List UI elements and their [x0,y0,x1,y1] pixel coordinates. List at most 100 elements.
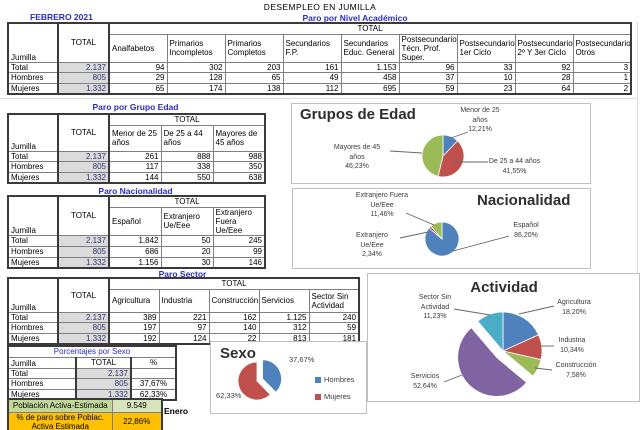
row-label[interactable]: Total [7,234,59,247]
data-cell[interactable]: 161 [282,61,342,73]
chart-grupos-de-edad[interactable]: Grupos de Edad Menor de 25 años 12,21% D… [291,103,591,184]
data-cell[interactable]: 458 [340,71,400,84]
pie-slice-Servicios[interactable] [457,327,528,397]
row-label[interactable]: Mujeres [7,171,59,184]
data-cell[interactable]: 261 [108,150,162,162]
column-header[interactable]: Español [108,206,162,236]
total-cell[interactable]: 1.332 [57,332,110,345]
column-header[interactable]: Extranjero Fuera Ue/Eee [212,206,266,236]
table-paro-grupo-edad[interactable]: Jumilla TOTAL TOTAL Menor de 25 años De 25 a… [7,113,267,184]
column-header[interactable]: Construcción [208,288,260,313]
corner-cell[interactable]: Jumilla [7,22,59,63]
table-paro-nivel-academico[interactable]: Jumilla TOTAL TOTAL Analfabetos Primarios In… [7,22,633,95]
pie-slice-Hombres[interactable] [262,359,282,393]
column-header[interactable]: Postsecundarios 1er Ciclo [456,33,516,63]
data-cell[interactable]: 59 [398,82,458,95]
pie-slice-Extranjero Fuera Ue/Eee[interactable] [430,221,443,241]
column-header[interactable]: % [130,356,177,369]
pct-paro-value[interactable]: 22,86% [111,411,163,430]
column-header[interactable]: Primarios Completos [224,33,284,63]
table-poblacion-activa[interactable]: Población Activa-Estimada 9.549 % de par… [7,398,163,430]
data-cell[interactable]: 1.125 [258,311,310,323]
total-cell[interactable]: 805 [57,321,110,334]
data-cell[interactable]: 1.842 [108,234,162,247]
column-header[interactable]: Secundarios F.P. [282,33,342,63]
data-cell[interactable]: 197 [108,321,160,334]
row-label[interactable]: Mujeres [7,256,59,269]
poblacion-activa-value[interactable]: 9.549 [111,398,163,413]
total-cell[interactable]: 2.137 [57,61,110,73]
data-cell[interactable]: 350 [212,160,266,173]
total-cell[interactable]: 1.332 [57,82,110,95]
total-column-header[interactable]: TOTAL [57,113,110,152]
total-cell[interactable]: 2.137 [57,150,110,162]
data-cell[interactable]: 128 [166,71,226,84]
data-cell[interactable]: 2 [572,82,632,95]
row-label[interactable]: Hombres [7,377,77,390]
data-cell[interactable]: 888 [160,150,214,162]
pct-cell[interactable]: 37,67% [130,377,177,390]
data-cell[interactable]: 1.153 [340,61,400,73]
row-label[interactable]: Total [7,367,77,379]
row-label[interactable]: Hombres [7,321,59,334]
column-header[interactable]: Extranjero Ue/Eee [160,206,214,236]
row-label[interactable]: Mujeres [7,332,59,345]
data-cell[interactable]: 28 [514,71,574,84]
data-cell[interactable]: 695 [340,82,400,95]
total-cell[interactable]: 805 [57,71,110,84]
column-header[interactable]: Sector Sin Actividad [308,288,360,313]
data-cell[interactable]: 1 [572,71,632,84]
column-header[interactable]: Postsecundarios Técn. Prof. Super. [398,33,458,63]
row-label[interactable]: Mujeres [7,82,59,95]
data-cell[interactable]: 146 [212,256,266,269]
row-label[interactable]: Hombres [7,245,59,258]
pie-slice-Agricultura[interactable] [502,311,540,352]
corner-cell[interactable]: Jumilla [7,277,59,313]
data-cell[interactable]: 203 [224,61,284,73]
column-header[interactable]: De 25 a 44 años [160,124,214,152]
data-cell[interactable]: 144 [108,171,162,184]
column-header[interactable]: Industria [158,288,210,313]
data-cell[interactable]: 192 [108,332,160,345]
group-header[interactable]: TOTAL [108,22,632,35]
data-cell[interactable]: 550 [160,171,214,184]
group-header[interactable]: TOTAL [108,277,360,290]
data-cell[interactable]: 1.156 [108,256,162,269]
data-cell[interactable]: 124 [158,332,210,345]
total-cell[interactable]: 2.137 [57,234,110,247]
total-column-header[interactable]: TOTAL [57,22,110,63]
data-cell[interactable]: 112 [282,82,342,95]
data-cell[interactable]: 240 [308,311,360,323]
data-cell[interactable]: 30 [160,256,214,269]
column-header[interactable]: Postsecundarios Otros [572,33,632,63]
total-column-header[interactable]: TOTAL [57,195,110,236]
total-cell[interactable]: 1.332 [57,171,110,184]
data-cell[interactable]: 29 [108,71,168,84]
total-column-header[interactable]: TOTAL [57,277,110,313]
row-label[interactable]: Total [7,150,59,162]
data-cell[interactable]: 988 [212,150,266,162]
column-header[interactable]: Secundarios Educ. General [340,33,400,63]
data-cell[interactable]: 59 [308,321,360,334]
column-header[interactable]: Analfabetos [108,33,168,63]
table-paro-sector[interactable]: Jumilla TOTAL TOTAL Agricultura Industria Con… [7,277,361,345]
total-cell[interactable]: 805 [57,160,110,173]
data-cell[interactable]: 94 [108,61,168,73]
data-cell[interactable]: 162 [208,311,260,323]
pie-slice-De 25 a 44 años[interactable] [437,140,465,178]
data-cell[interactable]: 686 [108,245,162,258]
data-cell[interactable]: 638 [212,171,266,184]
data-cell[interactable]: 389 [108,311,160,323]
row-label[interactable]: Hombres [7,71,59,84]
data-cell[interactable]: 20 [160,245,214,258]
table-paro-nacionalidad[interactable]: Jumilla TOTAL TOTAL Español Extranjero Ue/Ee… [7,195,267,269]
data-cell[interactable]: 312 [258,321,310,334]
total-cell[interactable]: 805 [57,245,110,258]
total-cell[interactable]: 2.137 [57,311,110,323]
data-cell[interactable]: 10 [456,71,516,84]
corner-cell[interactable]: Jumilla [7,195,59,236]
row-label[interactable]: Hombres [7,160,59,173]
chart-actividad[interactable]: Actividad Agricultura 18,20% Industria 1… [367,273,640,402]
column-header[interactable]: Primarios Incompletos [166,33,226,63]
column-header[interactable]: TOTAL [75,356,132,369]
